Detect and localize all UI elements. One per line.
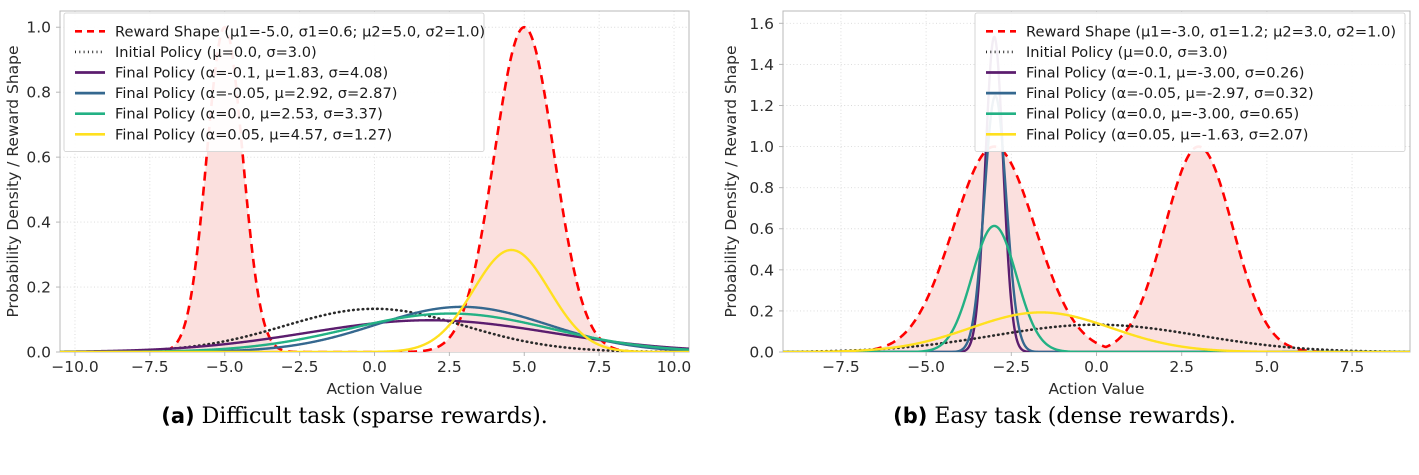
caption-a: (a) Difficult task (sparse rewards).	[0, 404, 709, 429]
legend: Reward Shape (μ1=-3.0, σ1=1.2; μ2=3.0, σ…	[974, 12, 1406, 153]
y-tick-label: 0.4	[749, 261, 774, 279]
legend-box	[974, 12, 1406, 153]
x-tick-label: −2.5	[992, 358, 1030, 376]
y-tick-label: 1.2	[749, 97, 774, 115]
x-tick-label: −7.5	[131, 358, 169, 376]
caption-a-tag: (a)	[161, 404, 195, 428]
y-tick-label: 1.0	[26, 19, 51, 37]
legend-box	[63, 12, 485, 153]
caption-b: (b) Easy task (dense rewards).	[710, 404, 1419, 429]
plot-a: −10.0 −7.5 −5.0 −2.5 0.0 2.5 5.0 7.5 10.0 0.0 0.2 0…	[4, 10, 692, 398]
legend-label-5: Final Policy (α=0.05, μ=-1.63, σ=2.07)	[1026, 126, 1308, 143]
x-tick-label: 10.0	[657, 358, 692, 376]
y-axis-title: Probability Density / Reward Shape	[722, 45, 740, 317]
y-tick-label: 1.0	[749, 138, 774, 156]
policy-curve-5	[783, 311, 1410, 352]
legend-label-3: Final Policy (α=-0.05, μ=-2.97, σ=0.32)	[1026, 85, 1314, 102]
legend-label-4: Final Policy (α=0.0, μ=-3.00, σ=0.65)	[1026, 106, 1299, 123]
x-tick-label: 0.0	[362, 358, 387, 376]
x-tick-label: 5.0	[1255, 358, 1280, 376]
y-tick-label: 0.6	[26, 149, 51, 167]
legend-label-2: Final Policy (α=-0.1, μ=-3.00, σ=0.26)	[1026, 65, 1304, 82]
reward-shape-fill	[783, 146, 1410, 352]
x-axis-title: Action Value	[1048, 380, 1144, 398]
y-tick-label: 0.6	[749, 220, 774, 238]
x-tick-label: −10.0	[51, 358, 99, 376]
y-tick-label: 1.4	[749, 56, 774, 74]
y-tick-label: 0.2	[26, 279, 51, 297]
legend-label-0: Reward Shape (μ1=-3.0, σ1=1.2; μ2=3.0, σ…	[1026, 23, 1396, 40]
legend-label-3: Final Policy (α=-0.05, μ=2.92, σ=2.87)	[115, 85, 397, 102]
legend-label-0: Reward Shape (μ1=-5.0, σ1=0.6; μ2=5.0, σ…	[115, 23, 485, 40]
caption-a-text: Difficult task (sparse rewards).	[201, 404, 548, 429]
caption-b-tag: (b)	[893, 404, 928, 428]
x-tick-label: 7.5	[587, 358, 612, 376]
legend-label-1: Initial Policy (μ=0.0, σ=3.0)	[115, 44, 317, 61]
legend-label-2: Final Policy (α=-0.1, μ=1.83, σ=4.08)	[115, 65, 388, 82]
y-tick-label: 0.8	[26, 84, 51, 102]
y-tick-label: 0.4	[26, 214, 51, 232]
x-tick-label: −7.5	[822, 358, 860, 376]
x-tick-label: 7.5	[1340, 358, 1365, 376]
y-tick-label: 0.0	[749, 344, 774, 362]
policy-curve-4	[783, 224, 1410, 352]
plot-b: −7.5 −5.0 −2.5 0.0 2.5 5.0 7.5 0.0 0.2 0.4 0.6 0.8 1…	[722, 10, 1411, 398]
x-tick-label: −5.0	[206, 358, 244, 376]
legend-label-1: Initial Policy (μ=0.0, σ=3.0)	[1026, 44, 1228, 61]
x-axis-title: Action Value	[326, 380, 422, 398]
panel-a-difficult-task: −10.0 −7.5 −5.0 −2.5 0.0 2.5 5.0 7.5 10.0 0.0 0.2 0…	[0, 0, 709, 475]
y-axis-title: Probability Density / Reward Shape	[4, 45, 22, 317]
y-tick-label: 0.0	[26, 344, 51, 362]
policy-curve-5	[60, 248, 689, 352]
x-tick-label: 0.0	[1084, 358, 1109, 376]
legend: Reward Shape (μ1=-5.0, σ1=0.6; μ2=5.0, σ…	[63, 12, 485, 153]
x-tick-label: −5.0	[907, 358, 945, 376]
x-tick-label: 2.5	[1169, 358, 1194, 376]
x-tick-label: 5.0	[512, 358, 537, 376]
y-tick-label: 0.8	[749, 179, 774, 197]
y-tick-label: 1.6	[749, 15, 774, 33]
x-tick-label: −2.5	[281, 358, 319, 376]
panel-b-easy-task: −7.5 −5.0 −2.5 0.0 2.5 5.0 7.5 0.0 0.2 0.4 0.6 0.8 1…	[710, 0, 1419, 475]
legend-label-5: Final Policy (α=0.05, μ=4.57, σ=1.27)	[115, 126, 392, 143]
reward-shape-line	[783, 145, 1410, 352]
legend-label-4: Final Policy (α=0.0, μ=2.53, σ=3.37)	[115, 106, 383, 123]
y-tick-label: 0.2	[749, 302, 774, 320]
x-tick-label: 2.5	[437, 358, 462, 376]
caption-b-text: Easy task (dense rewards).	[934, 404, 1236, 429]
